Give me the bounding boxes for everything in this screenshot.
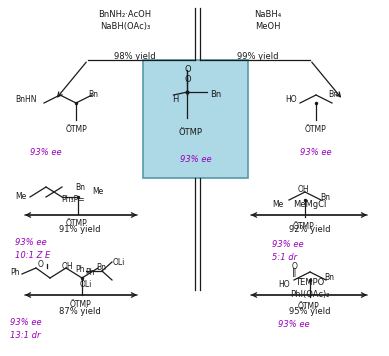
- Text: HO: HO: [278, 280, 290, 289]
- Text: ÖTMP: ÖTMP: [70, 300, 92, 309]
- Text: BnNH₂·AcOH: BnNH₂·AcOH: [98, 10, 152, 19]
- Text: OLi: OLi: [80, 280, 92, 289]
- Text: OLi: OLi: [113, 258, 125, 267]
- Text: 92% yield: 92% yield: [289, 225, 331, 234]
- Text: Bn: Bn: [324, 273, 334, 282]
- Text: Me: Me: [272, 200, 283, 209]
- Text: Bn: Bn: [75, 183, 85, 192]
- Text: 87% yield: 87% yield: [59, 307, 101, 316]
- Text: H: H: [172, 95, 179, 104]
- Text: OH: OH: [298, 185, 310, 194]
- Text: ÖTMP: ÖTMP: [66, 125, 88, 134]
- Text: ÖTMP: ÖTMP: [305, 125, 327, 134]
- Text: ÖTMP: ÖTMP: [66, 219, 88, 228]
- Text: 10:1 ​Z​ E: 10:1 ​Z​ E: [15, 251, 50, 260]
- Text: Bn: Bn: [88, 90, 98, 99]
- Text: Me: Me: [15, 192, 26, 201]
- Text: Ph₃P=: Ph₃P=: [61, 195, 85, 204]
- Text: 93% ee: 93% ee: [272, 240, 304, 249]
- Text: Ph: Ph: [85, 268, 95, 277]
- Text: TEMPO: TEMPO: [295, 278, 325, 287]
- Text: Bn: Bn: [96, 263, 106, 272]
- Text: 99% yield: 99% yield: [237, 52, 279, 61]
- Text: Ph: Ph: [75, 265, 85, 274]
- Text: 5:1 dr: 5:1 dr: [272, 253, 297, 262]
- Text: 93% ee: 93% ee: [10, 318, 42, 327]
- Text: BnHN: BnHN: [15, 95, 37, 104]
- Text: Bn: Bn: [210, 90, 222, 99]
- Text: 95% yield: 95% yield: [289, 307, 331, 316]
- Text: ‖: ‖: [292, 268, 296, 277]
- Text: O: O: [184, 65, 191, 74]
- Text: NaBH₄: NaBH₄: [254, 10, 282, 19]
- Text: NaBH(OAc)₃: NaBH(OAc)₃: [100, 22, 150, 31]
- Text: ÖTMP: ÖTMP: [179, 128, 203, 137]
- Text: HO: HO: [285, 95, 297, 104]
- Text: Bn: Bn: [328, 90, 338, 99]
- Text: ÖTMP: ÖTMP: [293, 222, 315, 231]
- Text: OH: OH: [62, 262, 74, 271]
- Text: MeOH: MeOH: [255, 22, 281, 31]
- Text: 91% yield: 91% yield: [59, 225, 101, 234]
- Text: 93% ee: 93% ee: [180, 155, 211, 164]
- Text: 98% yield: 98% yield: [114, 52, 156, 61]
- Bar: [143, 60, 248, 178]
- Text: Bn: Bn: [320, 193, 330, 202]
- Text: 93% ee: 93% ee: [15, 238, 47, 247]
- Text: 93% ee: 93% ee: [30, 148, 61, 157]
- Text: 93% ee: 93% ee: [278, 320, 310, 329]
- Text: MeMgCl: MeMgCl: [293, 200, 327, 209]
- Text: O: O: [184, 75, 191, 84]
- Text: 13:1 dr: 13:1 dr: [10, 331, 40, 340]
- Text: O: O: [292, 262, 298, 271]
- Text: 93% ee: 93% ee: [300, 148, 332, 157]
- Text: Ph: Ph: [10, 268, 19, 277]
- Text: O: O: [38, 260, 44, 269]
- Text: Me: Me: [92, 187, 103, 196]
- Text: ÖTMP: ÖTMP: [298, 302, 320, 311]
- Text: PhI(OAc)₂: PhI(OAc)₂: [290, 290, 330, 299]
